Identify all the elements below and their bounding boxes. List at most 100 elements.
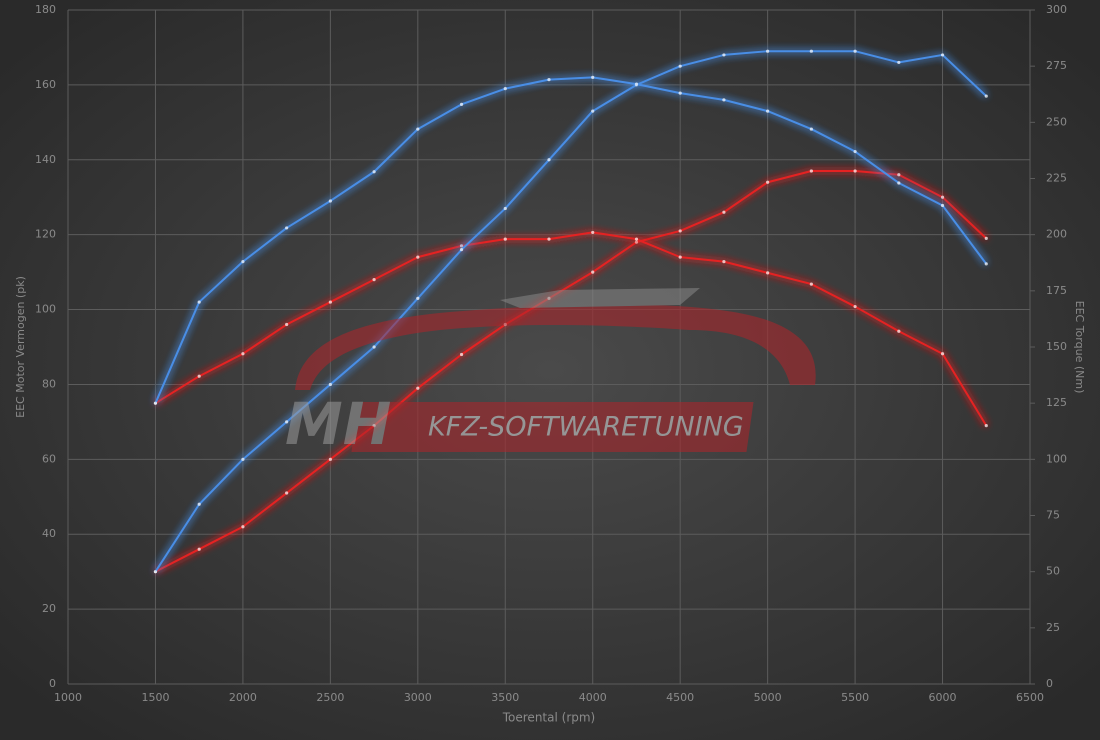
point <box>153 570 158 574</box>
point <box>547 237 551 241</box>
y-tick-label: 80 <box>42 377 56 390</box>
point <box>722 260 726 264</box>
point <box>547 78 551 82</box>
point <box>503 206 507 211</box>
point <box>897 329 901 333</box>
y-tick-label: 100 <box>35 303 56 316</box>
x-tick-label: 6000 <box>929 691 957 704</box>
series-line <box>154 170 987 573</box>
y2-tick-label: 125 <box>1046 396 1067 409</box>
point <box>459 352 464 357</box>
point <box>241 260 245 264</box>
y2-tick-label: 300 <box>1046 3 1067 16</box>
point <box>853 169 857 173</box>
y2-tick-label: 50 <box>1046 565 1060 578</box>
x-tick-label: 1000 <box>54 691 82 704</box>
car-shape <box>295 304 816 390</box>
y2-tick-label: 200 <box>1046 228 1067 241</box>
y-tick-label: 20 <box>42 602 56 615</box>
y2-axis-label: EEC Torque (Nm) <box>1073 301 1086 394</box>
x-tick-label: 1500 <box>141 691 169 704</box>
point <box>547 158 551 162</box>
x-tick-label: 3000 <box>404 691 432 704</box>
y-axis-label: EEC Motor Vermogen (pk) <box>14 276 27 418</box>
point <box>678 91 682 95</box>
point <box>897 60 901 65</box>
point <box>766 49 770 53</box>
point <box>634 240 639 244</box>
x-axis-label: Toerental (rpm) <box>502 711 595 725</box>
point <box>372 170 376 174</box>
point <box>722 98 726 102</box>
point <box>241 457 245 461</box>
point <box>678 229 682 233</box>
point <box>634 237 639 241</box>
y-tick-label: 140 <box>35 153 56 166</box>
point <box>940 352 945 356</box>
point <box>459 244 464 248</box>
series-line <box>154 50 987 573</box>
x-tick-label: 4500 <box>666 691 694 704</box>
point <box>197 300 201 304</box>
x-tick-label: 3500 <box>491 691 519 704</box>
point <box>197 502 201 506</box>
x-tick-label: 5000 <box>754 691 782 704</box>
x-tick-label: 5500 <box>841 691 869 704</box>
point <box>285 491 289 495</box>
y-tick-label: 60 <box>42 452 56 465</box>
y2-tick-label: 150 <box>1046 340 1067 353</box>
point <box>940 203 945 208</box>
x-tick-label: 6500 <box>1016 691 1044 704</box>
point <box>416 255 420 259</box>
point <box>591 230 595 235</box>
x-tick-label: 2000 <box>229 691 257 704</box>
point <box>897 181 901 185</box>
point <box>416 127 420 131</box>
banner <box>351 402 754 452</box>
point <box>766 180 770 184</box>
point <box>197 547 201 551</box>
point <box>809 282 813 286</box>
point <box>459 102 464 106</box>
y-tick-label: 180 <box>35 3 56 16</box>
point <box>940 195 945 199</box>
point <box>853 149 857 154</box>
series-line <box>154 76 988 404</box>
brand-text: KFZ-SOFTWARETUNING <box>428 412 744 443</box>
point <box>984 262 988 266</box>
point <box>591 270 595 274</box>
point <box>416 296 420 300</box>
point <box>984 94 988 98</box>
point <box>153 401 158 405</box>
y2-tick-label: 225 <box>1046 172 1067 185</box>
point <box>416 386 420 390</box>
point <box>853 304 857 309</box>
point <box>285 226 289 230</box>
point <box>634 82 639 86</box>
y2-tick-label: 75 <box>1046 509 1060 522</box>
point <box>459 248 464 252</box>
y2-tick-label: 275 <box>1046 59 1067 72</box>
point <box>940 53 945 57</box>
point <box>503 87 507 91</box>
point <box>766 271 770 275</box>
y2-tick-label: 25 <box>1046 621 1060 634</box>
point <box>897 173 901 177</box>
brand: MH <box>285 390 391 458</box>
car-roof <box>500 288 700 308</box>
point <box>591 109 595 113</box>
y-tick-label: 160 <box>35 78 56 91</box>
point <box>328 382 332 387</box>
point <box>328 199 332 203</box>
point <box>591 75 595 79</box>
x-tick-label: 4000 <box>579 691 607 704</box>
point <box>678 255 682 259</box>
point <box>285 322 289 327</box>
y2-tick-label: 250 <box>1046 115 1067 128</box>
point <box>766 109 770 113</box>
point <box>984 236 988 241</box>
point <box>372 345 376 349</box>
